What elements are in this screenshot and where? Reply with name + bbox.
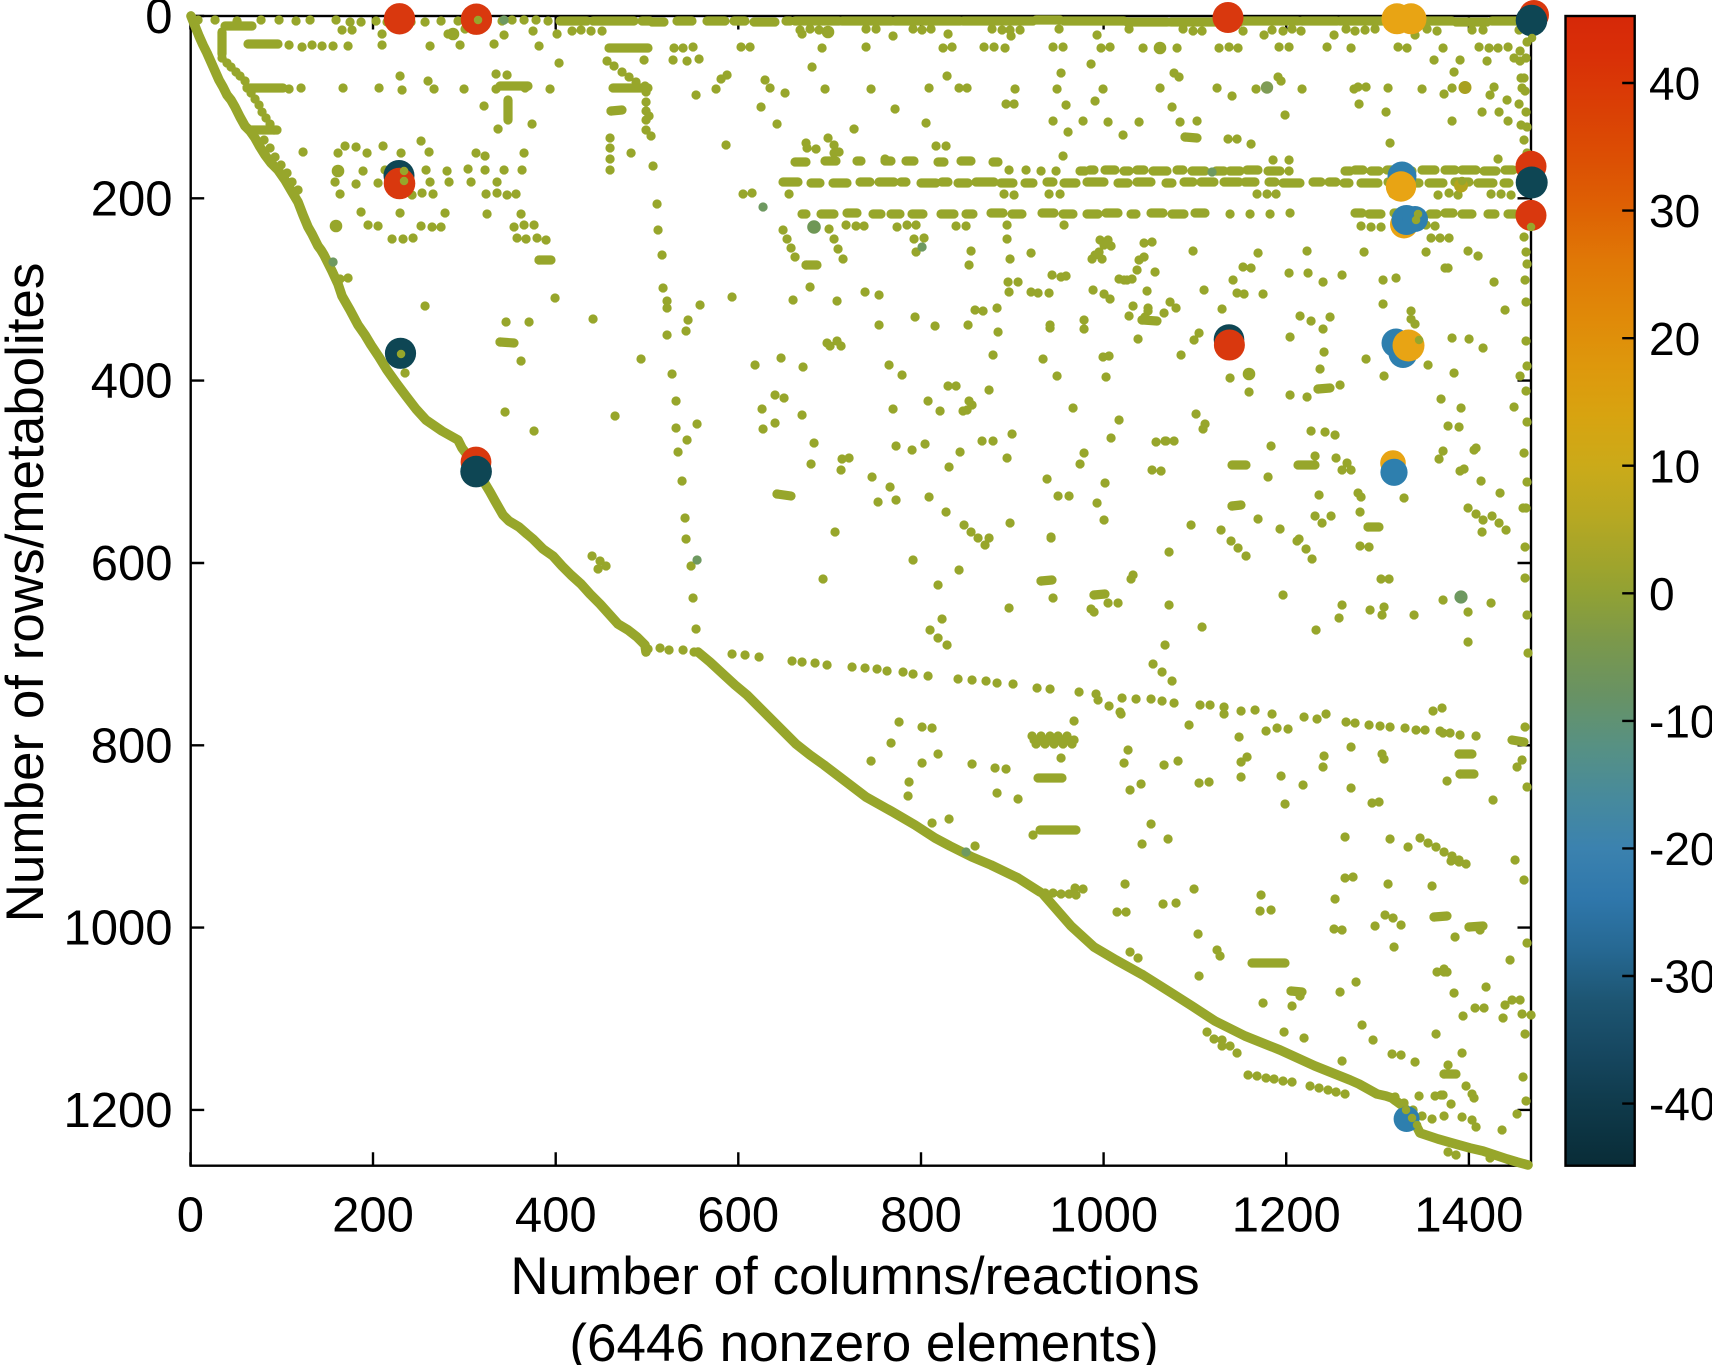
svg-text:200: 200 — [332, 1189, 414, 1243]
svg-text:800: 800 — [880, 1189, 962, 1243]
svg-text:-40: -40 — [1649, 1078, 1712, 1130]
svg-text:-10: -10 — [1649, 696, 1712, 748]
svg-text:0: 0 — [177, 1189, 204, 1243]
svg-text:Number of rows/metabolites: Number of rows/metabolites — [0, 263, 55, 923]
svg-text:10: 10 — [1649, 440, 1700, 492]
svg-text:40: 40 — [1649, 58, 1700, 110]
svg-text:600: 600 — [91, 537, 173, 591]
svg-text:Number of columns/reactions: Number of columns/reactions — [510, 1247, 1199, 1306]
svg-text:-20: -20 — [1649, 823, 1712, 875]
svg-text:20: 20 — [1649, 313, 1700, 365]
svg-text:0: 0 — [145, 0, 172, 44]
svg-text:0: 0 — [1649, 568, 1675, 620]
svg-text:(6446 nonzero elements): (6446 nonzero elements) — [569, 1314, 1158, 1365]
svg-text:600: 600 — [697, 1189, 779, 1243]
svg-text:-30: -30 — [1649, 951, 1712, 1003]
svg-text:400: 400 — [91, 355, 173, 409]
svg-text:1200: 1200 — [1232, 1189, 1341, 1243]
svg-text:200: 200 — [91, 172, 173, 226]
svg-text:1000: 1000 — [63, 902, 172, 956]
svg-text:1400: 1400 — [1414, 1189, 1523, 1243]
svg-text:1200: 1200 — [63, 1084, 172, 1138]
svg-text:30: 30 — [1649, 185, 1700, 237]
svg-text:800: 800 — [91, 719, 173, 773]
svg-text:1000: 1000 — [1049, 1189, 1158, 1243]
svg-text:400: 400 — [515, 1189, 597, 1243]
